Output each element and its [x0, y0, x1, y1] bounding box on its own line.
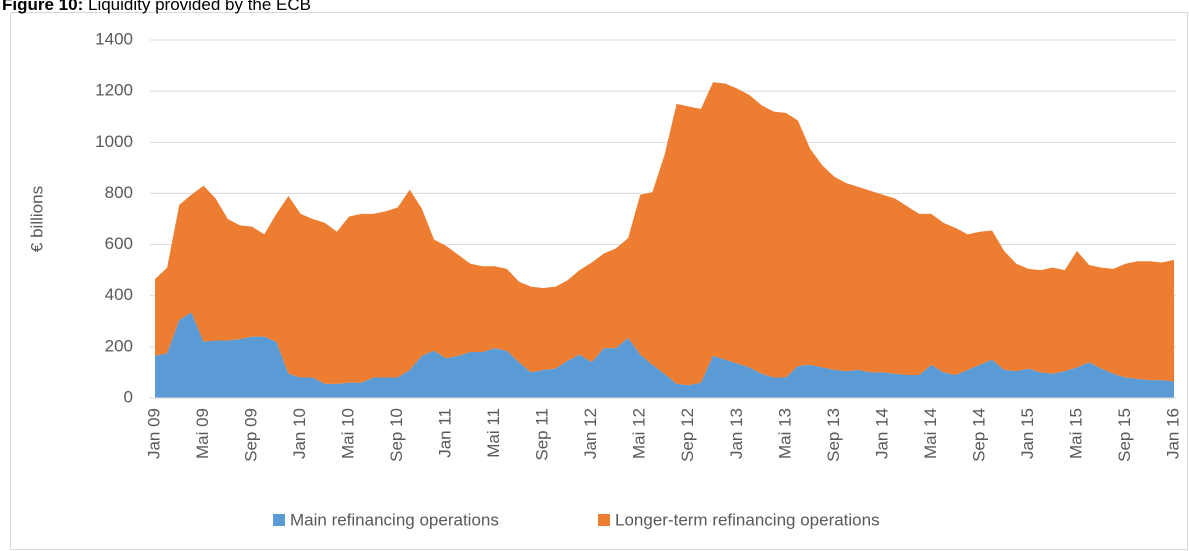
- x-tick-label: Sep 11: [533, 408, 552, 461]
- y-tick-label: 800: [105, 183, 133, 202]
- x-tick-label: Mai 11: [484, 408, 503, 458]
- title-text: Liquidity provided by the ECB: [88, 0, 311, 14]
- y-tick-label: 0: [124, 387, 133, 406]
- x-tick-label: Mai 14: [921, 408, 940, 459]
- x-tick-label: Mai 15: [1066, 408, 1085, 459]
- x-tick-label: Jan 09: [144, 408, 163, 459]
- legend-label: Main refinancing operations: [290, 510, 499, 529]
- area: [155, 82, 1174, 386]
- y-tick-label: 600: [105, 234, 133, 253]
- x-tick-label: Jan 11: [436, 408, 455, 458]
- x-tick-label: Sep 10: [387, 408, 406, 462]
- x-tick-label: Jan 14: [872, 408, 891, 459]
- legend-swatch: [273, 514, 285, 526]
- y-axis-label: € billions: [27, 186, 46, 252]
- x-tick-label: Jan 12: [581, 408, 600, 459]
- x-tick-label: Sep 09: [242, 408, 261, 462]
- x-tick-label: Sep 15: [1115, 408, 1134, 462]
- legend-label: Longer-term refinancing operations: [615, 510, 880, 529]
- x-tick-label: Mai 12: [630, 408, 649, 459]
- chart-title: Figure 10: Liquidity provided by the ECB: [2, 0, 311, 14]
- x-tick-label: Jan 10: [290, 408, 309, 459]
- y-tick-label: 1000: [95, 132, 133, 151]
- legend-swatch: [598, 514, 610, 526]
- x-tick-label: Jan 13: [727, 408, 746, 459]
- x-tick-label: Jan 16: [1163, 408, 1182, 459]
- x-tick-label: Sep 13: [824, 408, 843, 462]
- x-tick-label: Mai 13: [775, 408, 794, 459]
- y-tick-label: 1400: [95, 29, 133, 48]
- area: [155, 312, 1174, 398]
- x-tick-label: Sep 14: [969, 408, 988, 462]
- y-tick-label: 1200: [95, 81, 133, 100]
- y-tick-label: 200: [105, 336, 133, 355]
- x-tick-label: Sep 12: [678, 408, 697, 462]
- title-label: Figure 10:: [2, 0, 83, 14]
- x-tick-label: Mai 10: [339, 408, 358, 459]
- x-tick-label: Mai 09: [193, 408, 212, 459]
- x-tick-label: Jan 15: [1018, 408, 1037, 459]
- y-tick-label: 400: [105, 285, 133, 304]
